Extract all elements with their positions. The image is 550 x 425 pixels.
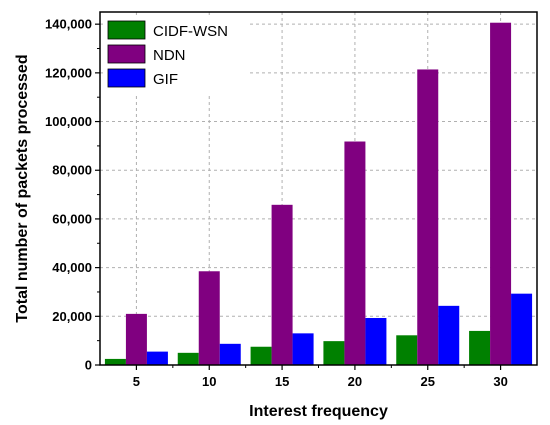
x-tick-label: 20 <box>348 374 362 389</box>
bar-gif-15 <box>292 333 314 365</box>
x-tick-label: 5 <box>133 374 140 389</box>
legend: CIDF-WSN NDN GIF <box>103 15 248 93</box>
legend-label-cidf-wsn: CIDF-WSN <box>153 23 228 40</box>
bar-gif-20 <box>365 318 387 365</box>
bar-cidf-wsn-30 <box>469 330 491 365</box>
y-tick-label: 80,000 <box>52 163 92 178</box>
legend-label-ndn: NDN <box>153 47 186 64</box>
bar-ndn-5 <box>125 313 147 365</box>
bar-gif-10 <box>219 343 241 365</box>
bar-ndn-20 <box>344 141 366 365</box>
x-tick-label: 10 <box>202 374 216 389</box>
bars <box>104 22 533 365</box>
y-tick-label: 140,000 <box>45 17 92 32</box>
y-tick-label: 100,000 <box>45 114 92 129</box>
bar-gif-25 <box>438 305 460 365</box>
legend-swatch-ndn <box>107 44 146 64</box>
bar-cidf-wsn-20 <box>323 341 345 365</box>
legend-swatch-gif <box>107 68 146 88</box>
y-tick-label: 120,000 <box>45 65 92 80</box>
bar-cidf-wsn-15 <box>250 346 272 365</box>
bar-cidf-wsn-10 <box>177 352 199 365</box>
axis-ticks: 0 20,000 40,000 60,000 80,000 100,000 120,000 1… <box>45 17 508 389</box>
x-axis-title: Interest frequency <box>249 403 388 420</box>
y-tick-label: 0 <box>85 358 92 373</box>
bar-ndn-15 <box>271 204 293 365</box>
y-tick-label: 60,000 <box>52 211 92 226</box>
bar-gif-30 <box>511 293 533 365</box>
bar-ndn-10 <box>198 271 220 365</box>
bar-ndn-30 <box>490 22 512 365</box>
y-tick-label: 20,000 <box>52 309 92 324</box>
legend-label-gif: GIF <box>153 71 178 88</box>
legend-swatch-cidf-wsn <box>107 20 146 40</box>
bar-gif-5 <box>146 351 168 365</box>
x-tick-label: 25 <box>421 374 435 389</box>
x-tick-label: 15 <box>275 374 289 389</box>
bar-cidf-wsn-25 <box>396 335 418 365</box>
y-axis-title: Total number of packets processed <box>14 54 31 322</box>
bar-cidf-wsn-5 <box>104 358 126 365</box>
y-tick-label: 40,000 <box>52 260 92 275</box>
x-tick-label: 30 <box>493 374 507 389</box>
bar-ndn-25 <box>417 69 439 365</box>
